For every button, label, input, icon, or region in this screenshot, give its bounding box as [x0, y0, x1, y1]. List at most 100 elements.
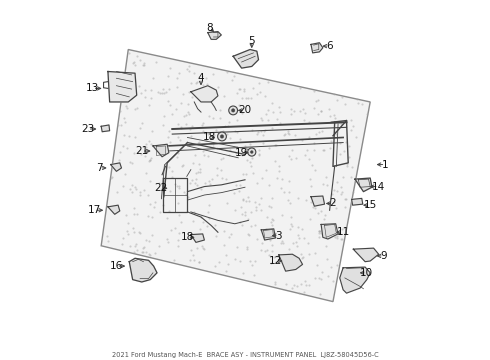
Point: [136, 57, 144, 63]
Point: [130, 249, 138, 255]
Polygon shape: [101, 125, 110, 132]
Point: [358, 101, 366, 107]
Polygon shape: [279, 254, 302, 271]
Point: [205, 202, 213, 208]
Point: [331, 115, 339, 121]
Point: [287, 112, 294, 117]
Point: [343, 161, 351, 167]
Point: [301, 278, 309, 284]
Point: [164, 239, 171, 245]
Point: [170, 257, 178, 262]
Point: [282, 131, 290, 136]
Point: [257, 115, 265, 121]
Text: 7: 7: [96, 163, 103, 173]
Point: [147, 155, 155, 161]
Point: [173, 183, 181, 189]
Point: [244, 231, 252, 237]
Point: [184, 194, 192, 200]
Point: [253, 237, 261, 242]
Point: [308, 162, 316, 168]
Point: [297, 252, 305, 257]
Point: [223, 200, 231, 206]
Text: 2: 2: [330, 198, 336, 208]
Text: 13: 13: [86, 84, 99, 93]
Point: [268, 216, 276, 221]
Point: [167, 227, 175, 233]
Point: [175, 183, 183, 189]
Point: [174, 243, 182, 249]
Point: [118, 122, 125, 128]
Point: [317, 108, 325, 114]
Point: [330, 187, 338, 193]
Point: [226, 147, 234, 153]
Point: [217, 156, 225, 162]
Point: [151, 250, 159, 256]
Point: [174, 237, 182, 243]
Point: [345, 154, 353, 160]
Point: [165, 208, 173, 214]
Point: [244, 216, 252, 221]
Point: [257, 208, 265, 213]
Point: [193, 183, 200, 188]
Point: [166, 65, 174, 71]
Point: [233, 244, 241, 250]
Point: [263, 167, 270, 173]
Point: [279, 240, 287, 246]
Point: [230, 73, 238, 79]
Point: [277, 240, 285, 246]
Point: [244, 95, 252, 100]
Point: [159, 202, 167, 208]
Point: [256, 89, 264, 94]
Point: [263, 111, 270, 117]
Point: [206, 90, 214, 95]
Point: [349, 123, 357, 129]
Point: [266, 203, 273, 209]
Point: [222, 69, 230, 75]
Point: [173, 154, 181, 159]
Point: [132, 186, 140, 192]
Point: [271, 230, 279, 235]
Point: [103, 233, 111, 238]
Point: [186, 126, 194, 132]
Point: [166, 189, 173, 194]
Point: [363, 112, 370, 117]
Polygon shape: [153, 144, 169, 157]
Point: [261, 127, 269, 133]
Point: [115, 157, 123, 163]
Point: [252, 207, 260, 213]
Point: [227, 231, 235, 237]
Point: [317, 291, 324, 297]
Point: [182, 112, 190, 118]
Point: [328, 191, 336, 197]
Text: 15: 15: [364, 200, 377, 210]
Point: [316, 201, 323, 207]
Point: [242, 212, 249, 218]
Point: [192, 152, 199, 157]
Point: [318, 147, 326, 153]
Point: [197, 232, 205, 238]
Point: [217, 107, 224, 113]
Point: [339, 236, 346, 242]
Point: [242, 95, 250, 101]
Point: [266, 238, 274, 243]
Point: [251, 199, 259, 205]
Point: [337, 121, 345, 127]
Point: [124, 75, 132, 81]
Point: [164, 134, 171, 140]
Point: [107, 175, 115, 181]
Point: [273, 253, 281, 259]
Point: [192, 80, 200, 86]
Point: [177, 100, 185, 105]
Text: 18: 18: [181, 232, 194, 242]
Point: [269, 248, 276, 254]
Point: [185, 142, 193, 148]
Point: [247, 163, 255, 168]
Point: [236, 219, 244, 225]
Point: [190, 70, 198, 76]
Point: [285, 255, 293, 261]
Point: [205, 179, 213, 184]
Point: [238, 211, 246, 217]
Point: [198, 73, 206, 79]
Point: [125, 133, 133, 139]
Point: [148, 231, 156, 237]
